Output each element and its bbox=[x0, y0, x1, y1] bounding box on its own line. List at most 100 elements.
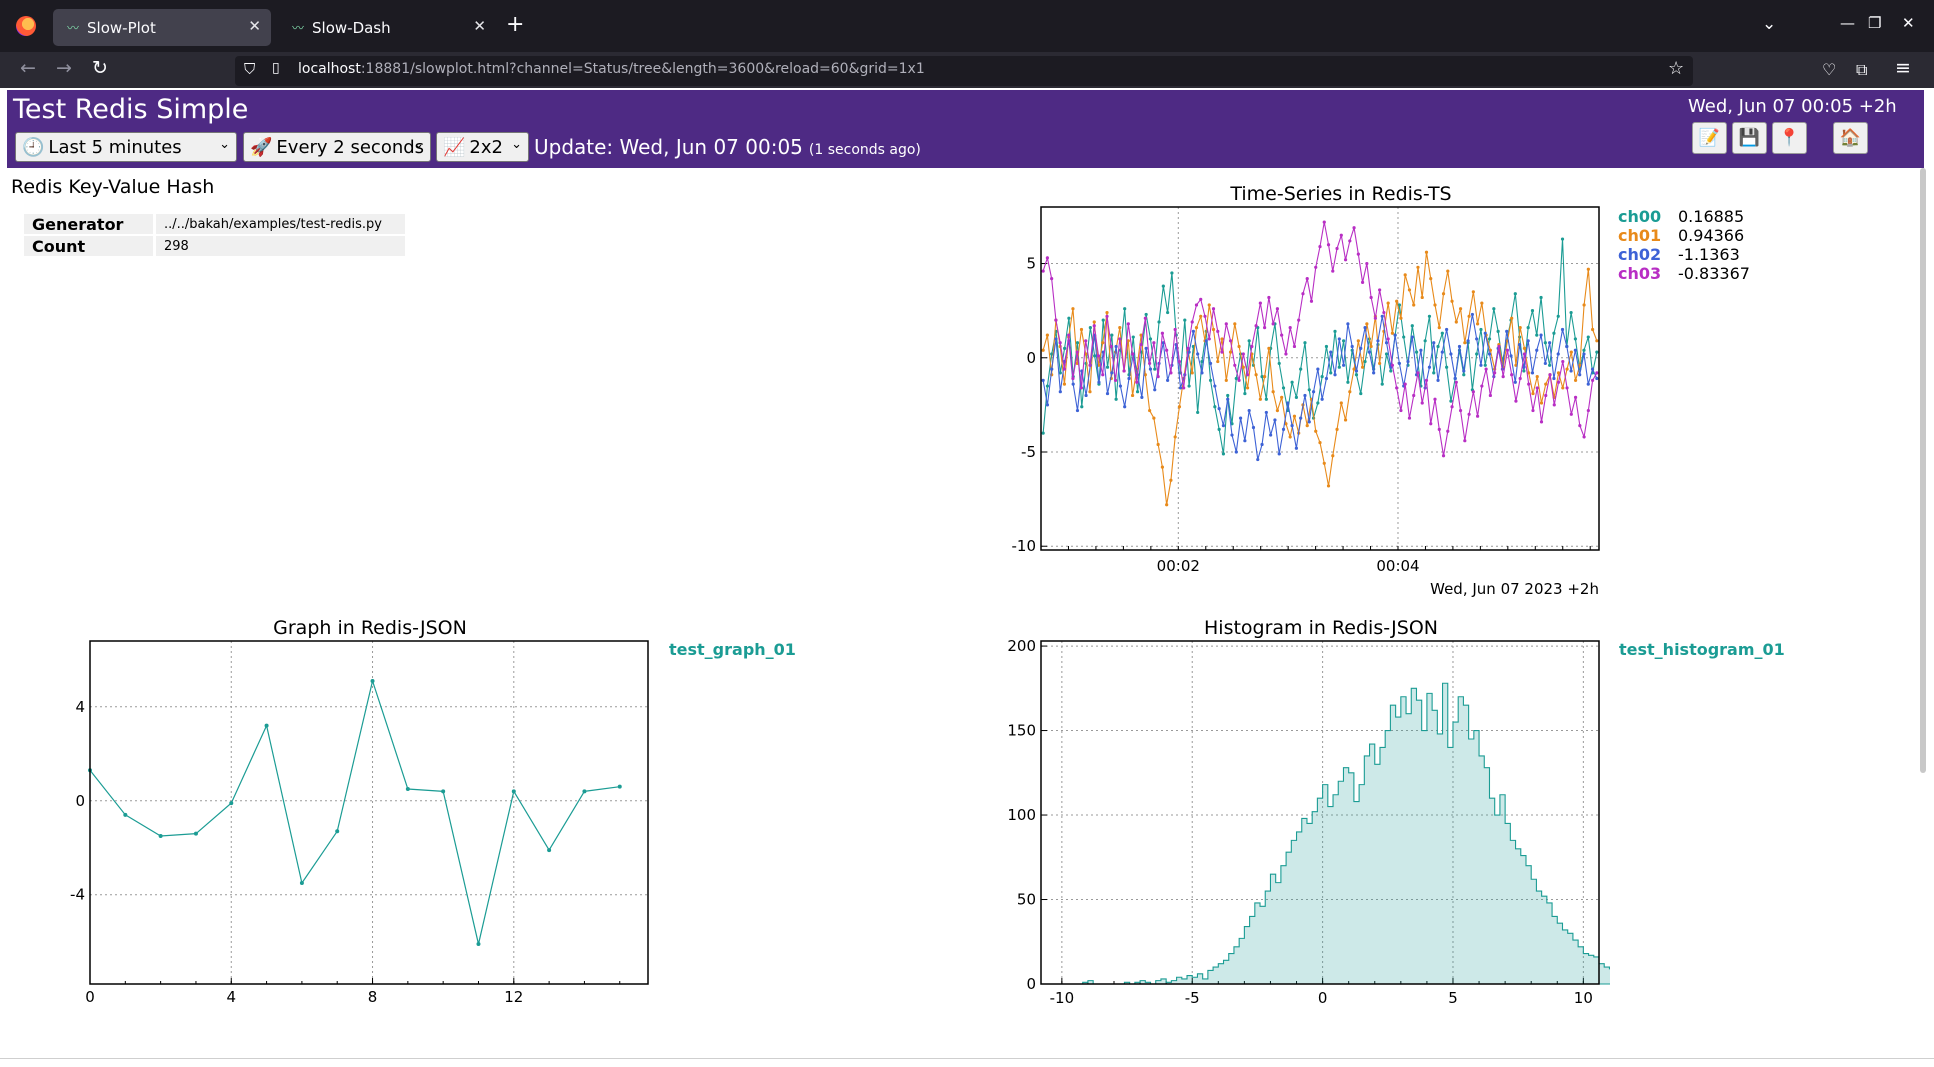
bookmark-star-icon[interactable]: ☆ bbox=[1668, 58, 1685, 79]
data-point bbox=[1284, 352, 1288, 356]
floppy-disk-icon: 💾 bbox=[1738, 128, 1761, 148]
data-point bbox=[1092, 320, 1096, 324]
legend-entry[interactable]: ch01 0.94366 bbox=[1618, 226, 1818, 245]
home-button[interactable]: 🏠 bbox=[1833, 122, 1868, 154]
browser-tab-bar bbox=[0, 0, 1934, 52]
tab-slow-plot[interactable]: 〰 Slow-Plot ✕ bbox=[53, 9, 271, 46]
data-point bbox=[1333, 329, 1337, 333]
data-point bbox=[1420, 401, 1424, 405]
chart-icon: 📈 bbox=[443, 136, 466, 158]
data-point bbox=[1247, 339, 1251, 343]
url-bar[interactable] bbox=[235, 56, 1693, 86]
data-point bbox=[1475, 337, 1479, 341]
data-point bbox=[1216, 359, 1220, 364]
data-point bbox=[1372, 371, 1376, 375]
data-point bbox=[1595, 376, 1599, 381]
data-point bbox=[1479, 363, 1483, 367]
data-point bbox=[1234, 450, 1238, 454]
legend-entry[interactable]: ch00 0.16885 bbox=[1618, 207, 1818, 226]
data-point bbox=[1199, 314, 1203, 318]
data-point bbox=[1165, 348, 1169, 352]
data-point bbox=[1071, 376, 1075, 381]
data-point bbox=[1173, 327, 1177, 332]
shield-icon[interactable]: ⛉ bbox=[244, 60, 256, 78]
hamburger-menu-icon[interactable]: ≡ bbox=[1895, 57, 1911, 79]
data-point bbox=[1329, 350, 1333, 354]
x-tick-label: 0 bbox=[1318, 989, 1328, 1007]
data-point bbox=[264, 723, 269, 728]
data-point bbox=[1397, 303, 1402, 307]
graph-plot-title: Graph in Redis-JSON bbox=[273, 617, 467, 639]
restore-icon[interactable]: ❐ bbox=[1868, 14, 1882, 32]
data-point bbox=[1446, 429, 1450, 433]
legend-entry[interactable]: ch03 -0.83367 bbox=[1618, 264, 1818, 283]
data-point bbox=[1144, 312, 1148, 317]
reload-interval-select[interactable]: 🚀 Every 2 seconds ⌄ bbox=[243, 132, 431, 162]
close-tab-icon[interactable]: ✕ bbox=[248, 17, 261, 35]
data-point bbox=[1560, 237, 1565, 241]
scrollbar[interactable] bbox=[1920, 168, 1926, 773]
edit-button[interactable]: 📝 bbox=[1692, 122, 1727, 154]
data-point bbox=[1467, 412, 1471, 416]
data-point bbox=[1412, 393, 1416, 398]
data-point bbox=[1440, 350, 1444, 354]
data-point bbox=[1505, 348, 1510, 352]
url-text[interactable]: localhost:18881/slowplot.html?channel=St… bbox=[298, 61, 925, 77]
minimize-icon[interactable]: — bbox=[1840, 14, 1855, 32]
data-point bbox=[1153, 388, 1157, 392]
kv-panel-title: Redis Key-Value Hash bbox=[11, 176, 215, 198]
ts-plot[interactable]: 00:02 00:04 5 0 -5 -10 Wed, Jun 07 2023 +2h bbox=[1000, 200, 1610, 600]
data-point bbox=[229, 801, 234, 806]
data-point bbox=[1432, 341, 1436, 345]
data-point bbox=[1561, 359, 1565, 364]
data-point bbox=[1354, 369, 1359, 373]
back-arrow-icon[interactable]: ← bbox=[20, 57, 36, 79]
data-point bbox=[1101, 373, 1105, 377]
data-point bbox=[1254, 373, 1258, 377]
data-point bbox=[1376, 339, 1380, 343]
close-tab-icon[interactable]: ✕ bbox=[473, 17, 486, 35]
data-point bbox=[1050, 352, 1054, 356]
y-tick-label: -5 bbox=[1021, 443, 1036, 461]
time-range-select[interactable]: 🕘 Last 5 minutes ⌄ bbox=[15, 132, 237, 162]
data-point bbox=[1339, 233, 1343, 237]
data-point bbox=[1517, 342, 1522, 347]
pocket-icon[interactable]: ♡ bbox=[1822, 60, 1837, 79]
data-point bbox=[1556, 352, 1560, 356]
extensions-icon[interactable]: ⧉ bbox=[1856, 60, 1868, 79]
page-icon[interactable]: ▯ bbox=[272, 60, 280, 76]
data-point bbox=[1114, 344, 1118, 349]
y-tick-label: 5 bbox=[1026, 255, 1036, 273]
data-point bbox=[1280, 395, 1284, 399]
data-point bbox=[1389, 369, 1393, 373]
hist-plot[interactable]: -10 -5 0 5 10 200 150 100 50 0 bbox=[980, 630, 1610, 1020]
data-point bbox=[1204, 339, 1208, 343]
plot-frame bbox=[89, 640, 649, 985]
save-button[interactable]: 💾 bbox=[1732, 122, 1767, 154]
data-point bbox=[1445, 327, 1449, 332]
grid-layout-select[interactable]: 📈 2x2 ⌄ bbox=[436, 132, 529, 162]
reload-icon[interactable]: ↻ bbox=[92, 57, 108, 79]
tab-list-chevron-icon[interactable]: ⌄ bbox=[1762, 14, 1777, 34]
data-point bbox=[1466, 339, 1470, 343]
graph-legend-entry[interactable]: test_graph_01 bbox=[669, 640, 796, 659]
data-point bbox=[1264, 410, 1268, 415]
data-point bbox=[1314, 429, 1318, 433]
data-point bbox=[1177, 405, 1182, 409]
window-close-icon[interactable]: ✕ bbox=[1902, 14, 1915, 32]
data-point bbox=[1271, 322, 1275, 326]
data-point bbox=[1348, 390, 1352, 394]
tab-slow-dash[interactable]: 〰 Slow-Dash ✕ bbox=[278, 9, 496, 46]
new-tab-icon[interactable]: + bbox=[506, 12, 525, 37]
x-tick-label: 12 bbox=[504, 988, 523, 1006]
pin-button[interactable]: 📍 bbox=[1772, 122, 1807, 154]
legend-entry[interactable]: ch02 -1.1363 bbox=[1618, 245, 1818, 264]
hist-legend-entry[interactable]: test_histogram_01 bbox=[1619, 640, 1785, 659]
forward-arrow-icon[interactable]: → bbox=[56, 57, 72, 79]
graph-plot[interactable]: 0 4 8 12 4 0 -4 bbox=[40, 630, 660, 1010]
data-point bbox=[1586, 335, 1590, 339]
data-point bbox=[1337, 365, 1341, 369]
legend-series-name: ch00 bbox=[1618, 207, 1662, 226]
data-point bbox=[1531, 408, 1535, 413]
data-point bbox=[1290, 380, 1294, 384]
